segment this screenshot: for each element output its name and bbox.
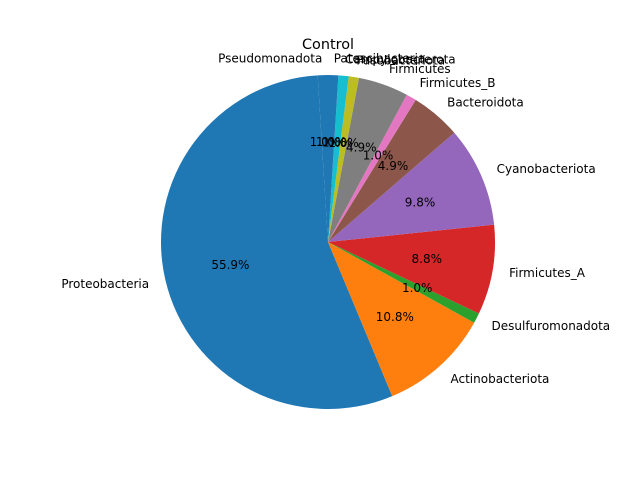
category-labels: Pseudomonadota Proteobacteria Actinobacter… — [61, 52, 610, 387]
pie-slice-desulfuromonadota — [328, 242, 479, 323]
pie-slice-pseudomonadota — [317, 75, 328, 242]
category-label: Fusobacteriota — [356, 54, 445, 68]
percent-label: 55.9% — [211, 258, 249, 272]
percent-label: 4.9% — [346, 141, 377, 155]
percent-label: 1.0% — [310, 135, 341, 149]
category-label: Desulfuromonadota — [492, 319, 611, 333]
pie-slice-actinobacteriota — [328, 242, 475, 397]
pie-slice-bacteroidota — [328, 99, 455, 242]
percent-label: 8.8% — [412, 252, 443, 266]
percent-label: 4.9% — [378, 159, 409, 173]
category-label: Patescibacteria — [334, 52, 426, 66]
percent-label: 1.0% — [402, 281, 433, 295]
pie-slice-firmicutes_b — [328, 94, 416, 242]
percent-label: 1.0% — [363, 148, 394, 162]
category-label: Firmicutes — [389, 62, 451, 76]
percent-label: 9.8% — [405, 195, 436, 209]
pie-slice-firmicutes — [328, 77, 407, 242]
pie-slice-firmicutes_a — [328, 224, 496, 314]
pie-slice-fusobacteriota — [328, 76, 359, 242]
category-label: Cyanobacteriota — [497, 162, 596, 176]
pie-slice-patescibacteria — [328, 75, 339, 242]
percent-labels: 1.0%55.9%10.8%1.0%8.8%9.8%4.9%1.0%4.9%1.… — [211, 135, 442, 324]
category-label: Pseudomonadota — [218, 52, 322, 66]
pie-slice-cyanobacteriota — [328, 132, 495, 242]
percent-label: 1.0% — [316, 135, 347, 149]
pie-slices — [161, 75, 496, 410]
chart-title: Control — [302, 37, 354, 53]
percent-label: 1.0% — [328, 136, 359, 150]
pie-slice-proteobacteria — [161, 75, 393, 410]
category-label: Firmicutes_B — [420, 76, 496, 90]
category-label: Actinobacteriota — [451, 372, 550, 386]
category-label: Bacteroidota — [447, 95, 524, 109]
percent-label: 1.0% — [322, 135, 353, 149]
percent-label: 10.8% — [376, 310, 414, 324]
category-label: Proteobacteria — [61, 277, 149, 291]
category-label: Firmicutes_A — [509, 266, 586, 280]
category-label: Campylobacterota — [345, 52, 456, 66]
pie-slice-campylobacterota — [328, 75, 349, 242]
